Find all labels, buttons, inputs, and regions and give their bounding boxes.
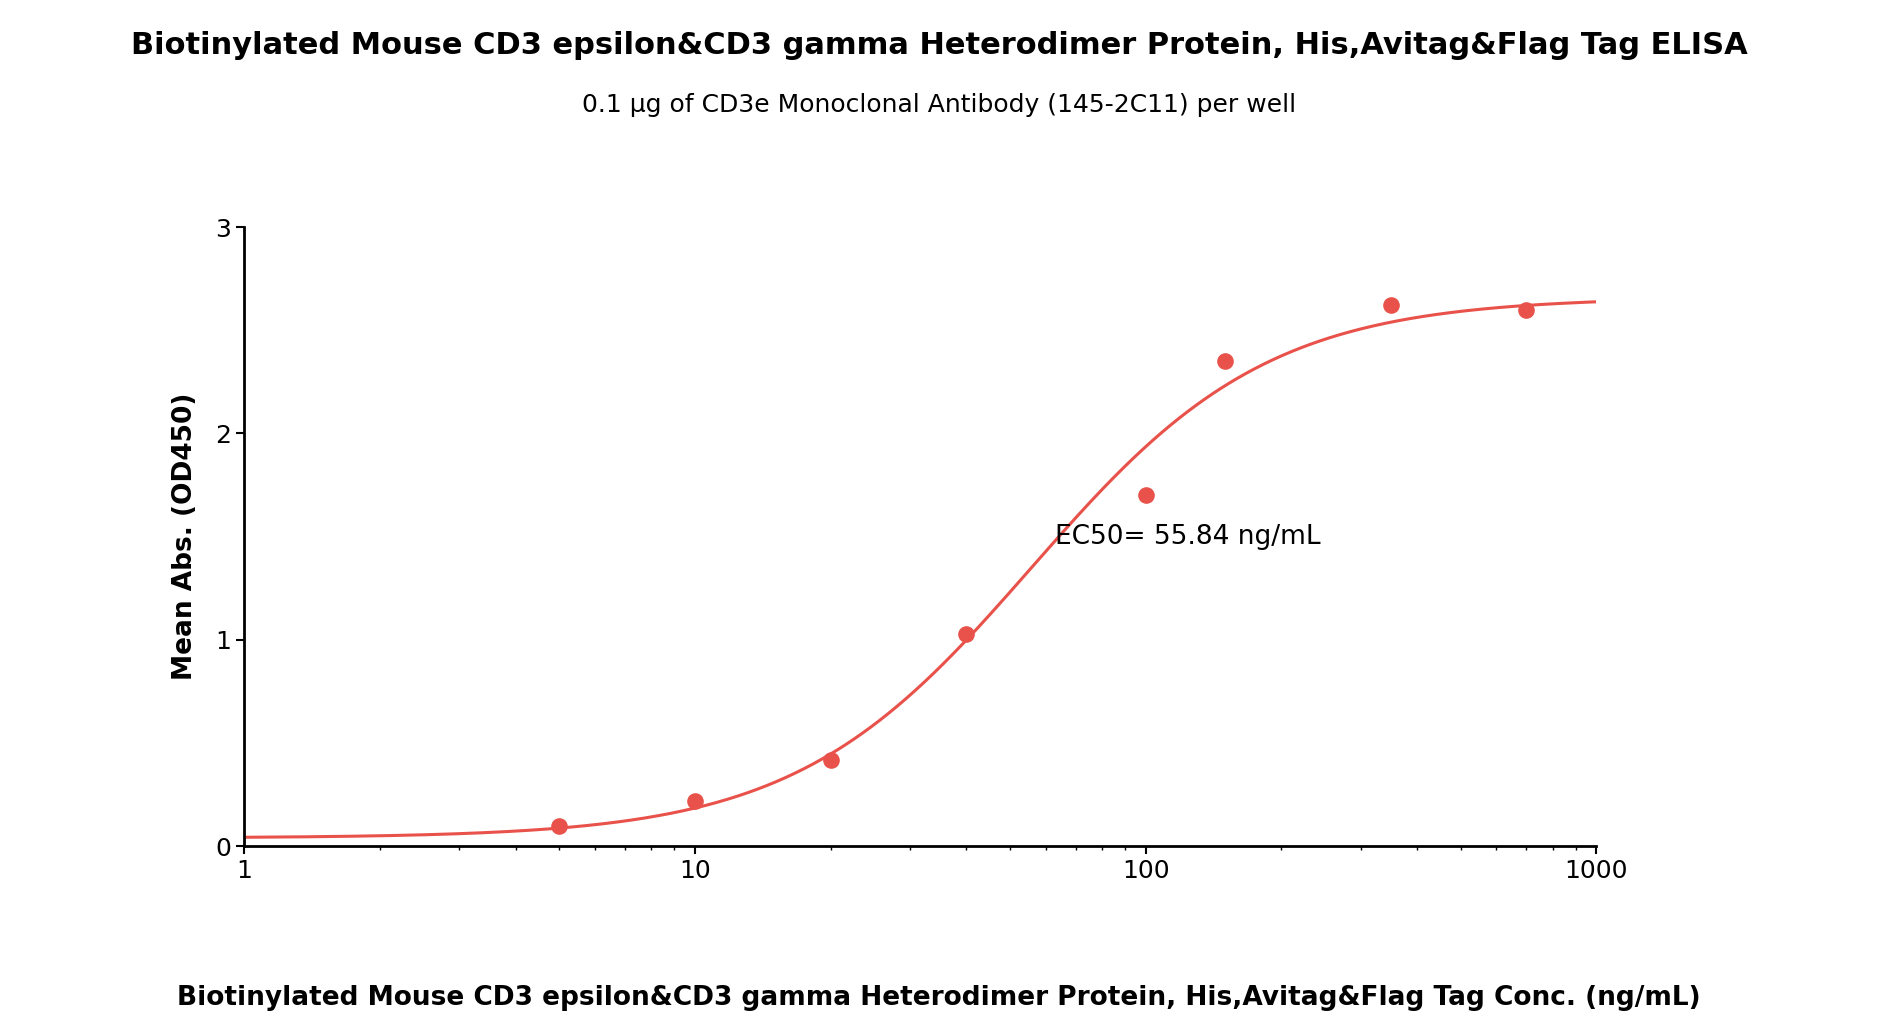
Point bbox=[680, 793, 710, 809]
Y-axis label: Mean Abs. (OD450): Mean Abs. (OD450) bbox=[173, 393, 199, 680]
Text: Biotinylated Mouse CD3 epsilon&CD3 gamma Heterodimer Protein, His,Avitag&Flag Ta: Biotinylated Mouse CD3 epsilon&CD3 gamma… bbox=[131, 31, 1747, 60]
Point bbox=[1377, 297, 1407, 314]
Point bbox=[545, 817, 575, 834]
Point bbox=[950, 625, 980, 642]
Text: 0.1 μg of CD3e Monoclonal Antibody (145-2C11) per well: 0.1 μg of CD3e Monoclonal Antibody (145-… bbox=[582, 93, 1296, 117]
Text: Biotinylated Mouse CD3 epsilon&CD3 gamma Heterodimer Protein, His,Avitag&Flag Ta: Biotinylated Mouse CD3 epsilon&CD3 gamma… bbox=[177, 986, 1701, 1011]
Point bbox=[1512, 301, 1542, 318]
Point bbox=[1131, 487, 1161, 504]
Point bbox=[1209, 353, 1239, 369]
Point bbox=[815, 751, 845, 768]
Text: EC50= 55.84 ng/mL: EC50= 55.84 ng/mL bbox=[1055, 523, 1320, 550]
